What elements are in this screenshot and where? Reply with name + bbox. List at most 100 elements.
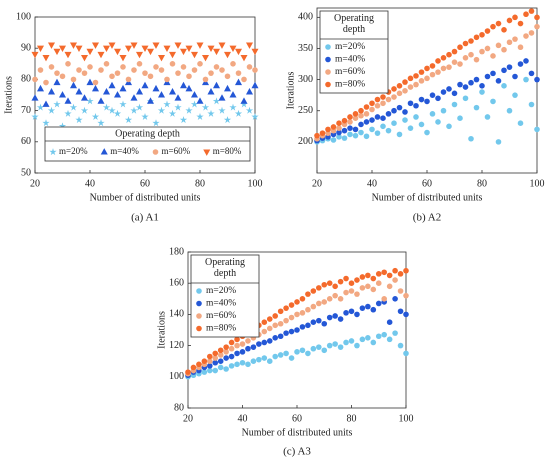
point [363, 104, 370, 110]
point [341, 135, 348, 141]
point [348, 338, 355, 344]
point [234, 78, 243, 86]
x-axis-label: Number of distributed units [372, 192, 483, 203]
point [97, 51, 105, 59]
legend-label: m=20% [59, 146, 88, 156]
point [234, 48, 243, 56]
point [495, 42, 502, 49]
point [490, 53, 496, 59]
point [336, 125, 342, 131]
point [277, 352, 284, 358]
y-tick-label: 80 [21, 74, 31, 85]
point [512, 92, 518, 98]
point [235, 70, 242, 76]
point [468, 135, 474, 142]
point [102, 103, 111, 111]
point [277, 333, 284, 340]
point [299, 347, 306, 354]
point [234, 109, 243, 117]
point [53, 48, 61, 56]
point [80, 106, 89, 114]
y-tick-label: 120 [169, 340, 184, 351]
y-tick-label: 180 [169, 246, 184, 257]
point [75, 116, 83, 124]
point [59, 73, 66, 80]
x-tick-label: 20 [312, 178, 322, 189]
y-axis-label: Iterations [156, 311, 167, 349]
point [102, 88, 111, 95]
point [196, 42, 204, 49]
point [375, 271, 382, 277]
point [451, 59, 458, 65]
point [490, 23, 496, 30]
legend-label: m=40% [110, 146, 139, 156]
point [369, 106, 375, 113]
point [246, 64, 253, 70]
point [130, 106, 138, 114]
point [517, 20, 524, 27]
point [92, 79, 99, 86]
point [407, 84, 414, 90]
point [305, 306, 311, 313]
point [359, 305, 366, 311]
point [69, 81, 78, 89]
point [479, 83, 485, 89]
point [375, 280, 382, 287]
point [266, 325, 273, 332]
point [386, 336, 393, 343]
point [47, 106, 56, 114]
point [381, 269, 388, 276]
point [490, 98, 496, 105]
point [424, 65, 430, 72]
point [223, 344, 229, 350]
point [277, 320, 284, 327]
point [473, 34, 480, 41]
point [407, 125, 414, 131]
point [218, 42, 226, 49]
point [185, 45, 193, 53]
point [251, 113, 259, 120]
point [294, 349, 300, 355]
point [374, 114, 381, 120]
x-axis-label: Number of distributed units [242, 427, 353, 438]
point [234, 350, 240, 357]
point [418, 121, 425, 128]
point [332, 292, 338, 299]
point [91, 113, 100, 120]
point [397, 271, 404, 277]
point [43, 79, 49, 86]
point [196, 113, 204, 120]
point [369, 126, 375, 133]
point [228, 339, 235, 346]
point [230, 61, 236, 67]
point [435, 69, 441, 75]
point [316, 285, 322, 291]
point [207, 358, 213, 365]
point [266, 316, 273, 322]
point [468, 79, 474, 86]
point [386, 272, 393, 279]
legend-marker [325, 56, 331, 63]
point [363, 133, 370, 140]
point [424, 75, 430, 82]
x-tick-label: 60 [422, 178, 432, 189]
point [97, 119, 105, 127]
point [53, 100, 61, 108]
point [217, 358, 224, 365]
point [348, 308, 355, 315]
point [352, 111, 359, 117]
point [250, 344, 257, 350]
y-tick-label: 70 [21, 105, 31, 116]
point [512, 73, 518, 80]
point [120, 64, 126, 70]
point [501, 67, 507, 74]
legend-title: Operating depth [205, 257, 245, 279]
point [375, 300, 382, 307]
legend-label: m=20% [206, 286, 236, 296]
point [288, 328, 295, 335]
point [341, 127, 348, 134]
point [479, 89, 485, 95]
point [64, 51, 72, 59]
point [418, 78, 425, 84]
